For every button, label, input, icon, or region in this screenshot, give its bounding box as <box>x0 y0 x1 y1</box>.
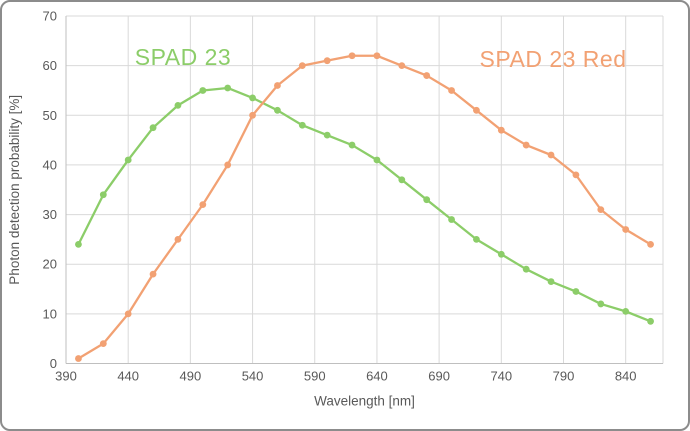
x-tick-label: 590 <box>304 369 326 384</box>
data-point-1 <box>547 151 555 159</box>
data-point-1 <box>647 240 654 248</box>
y-tick-label: 50 <box>43 108 57 123</box>
data-point-1 <box>99 340 107 348</box>
x-axis-title: Wavelength [nm] <box>314 394 415 409</box>
x-tick-label: 740 <box>490 369 512 384</box>
data-point-0 <box>522 265 530 273</box>
series-line-0 <box>77 86 652 323</box>
y-tick-label: 30 <box>43 207 57 222</box>
series-line-1 <box>77 54 652 360</box>
x-tick-label: 790 <box>553 369 575 384</box>
x-tick-label: 640 <box>366 369 388 384</box>
data-point-0 <box>124 156 132 164</box>
data-point-0 <box>323 131 331 139</box>
data-point-0 <box>149 124 157 132</box>
data-point-0 <box>473 235 480 243</box>
data-point-1 <box>323 57 331 65</box>
y-tick-label: 10 <box>43 306 57 321</box>
data-point-1 <box>224 161 232 169</box>
data-point-0 <box>572 288 580 295</box>
data-point-1 <box>373 52 381 60</box>
data-point-0 <box>622 307 630 315</box>
data-point-1 <box>199 201 207 209</box>
data-point-0 <box>647 317 654 325</box>
data-point-1 <box>124 310 132 318</box>
data-point-1 <box>75 355 82 362</box>
y-tick-label: 60 <box>43 58 57 73</box>
data-point-1 <box>174 235 182 243</box>
data-point-1 <box>522 141 530 149</box>
tick-labels: 390 440 490 540 590 640 690 740 790 840 0 10 20 30 40 5… <box>43 9 637 384</box>
series-label-spad-23: SPAD 23 <box>135 44 231 70</box>
y-tick-label: 0 <box>50 356 57 371</box>
data-point-0 <box>99 191 107 199</box>
data-point-0 <box>224 84 232 92</box>
data-point-0 <box>597 300 605 308</box>
data-point-0 <box>274 106 281 114</box>
x-tick-label: 840 <box>615 369 637 384</box>
data-point-1 <box>249 111 256 119</box>
gridlines <box>66 15 664 364</box>
x-tick-label: 440 <box>117 369 139 384</box>
data-point-1 <box>398 62 406 70</box>
y-tick-label: 40 <box>43 157 57 172</box>
data-point-1 <box>298 62 306 70</box>
data-point-0 <box>348 141 356 149</box>
series-layer <box>75 52 654 362</box>
data-point-1 <box>149 270 157 278</box>
data-point-0 <box>199 87 207 94</box>
data-point-0 <box>75 240 82 248</box>
x-tick-label: 490 <box>180 369 202 384</box>
data-point-1 <box>572 171 580 179</box>
y-tick-label: 20 <box>43 257 57 272</box>
data-point-1 <box>597 206 605 214</box>
series-label-spad-23-red: SPAD 23 Red <box>480 46 627 72</box>
data-point-0 <box>373 156 381 164</box>
axes <box>65 16 663 364</box>
data-point-0 <box>174 101 182 109</box>
data-point-1 <box>497 126 505 134</box>
data-point-0 <box>547 278 555 285</box>
x-tick-label: 390 <box>55 369 77 384</box>
data-point-0 <box>497 250 505 258</box>
data-point-0 <box>298 121 306 129</box>
data-point-0 <box>448 216 455 223</box>
data-point-1 <box>473 106 480 114</box>
data-point-0 <box>249 94 256 102</box>
data-point-1 <box>622 226 630 233</box>
data-point-1 <box>274 82 281 89</box>
x-tick-label: 690 <box>428 369 450 384</box>
data-point-0 <box>398 176 406 184</box>
data-point-1 <box>348 52 356 60</box>
x-tick-label: 540 <box>242 369 264 384</box>
y-axis-title: Photon detection probability [%] <box>7 95 22 285</box>
data-point-1 <box>448 87 455 94</box>
data-point-0 <box>423 196 431 204</box>
y-tick-label: 70 <box>43 9 57 24</box>
data-point-1 <box>423 72 431 79</box>
